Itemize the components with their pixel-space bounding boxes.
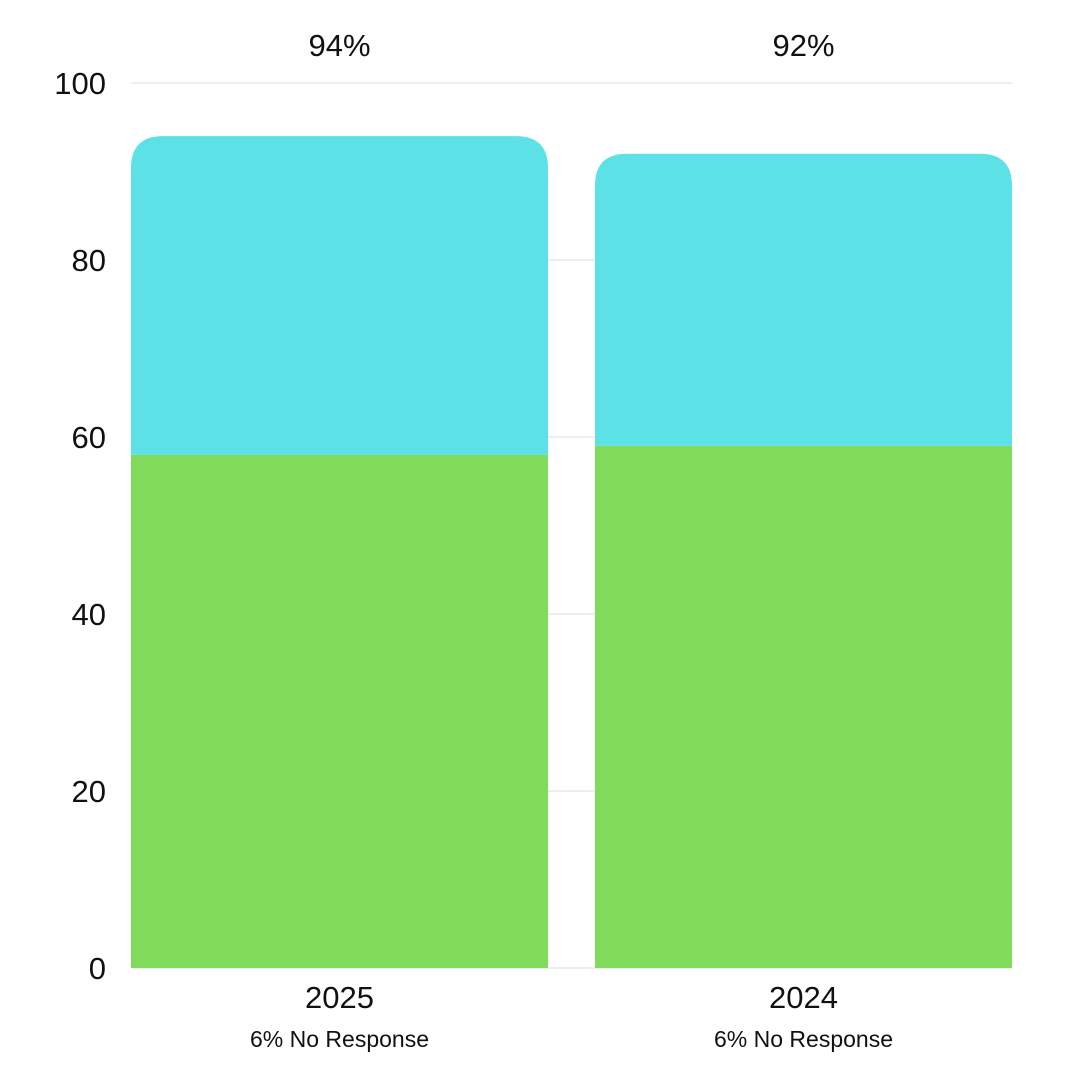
- category-note: 6% No Response: [714, 1026, 893, 1052]
- y-axis-ticks: 0 20 40 60 80 100: [54, 66, 106, 986]
- bars: [131, 136, 1012, 969]
- y-tick-label: 60: [72, 420, 106, 455]
- labels: 94% 2025 6% No Response 92% 2024 6% No Respon…: [250, 28, 893, 1052]
- bar-total-label: 92%: [772, 28, 834, 63]
- bar-total-label: 94%: [308, 28, 370, 63]
- x-category-label: 2025: [305, 980, 374, 1015]
- y-tick-label: 20: [72, 774, 106, 809]
- category-note: 6% No Response: [250, 1026, 429, 1052]
- y-tick-label: 0: [89, 951, 106, 986]
- bar-segment-2025-1: [131, 454, 548, 968]
- bar-segment-2024-1: [595, 445, 1012, 969]
- y-tick-label: 80: [72, 243, 106, 278]
- bar-segment-2025-2: [131, 136, 548, 455]
- bar-segment-2024-2: [595, 153, 1012, 446]
- y-tick-label: 100: [54, 66, 106, 101]
- y-tick-label: 40: [72, 597, 106, 632]
- x-category-label: 2024: [769, 980, 838, 1015]
